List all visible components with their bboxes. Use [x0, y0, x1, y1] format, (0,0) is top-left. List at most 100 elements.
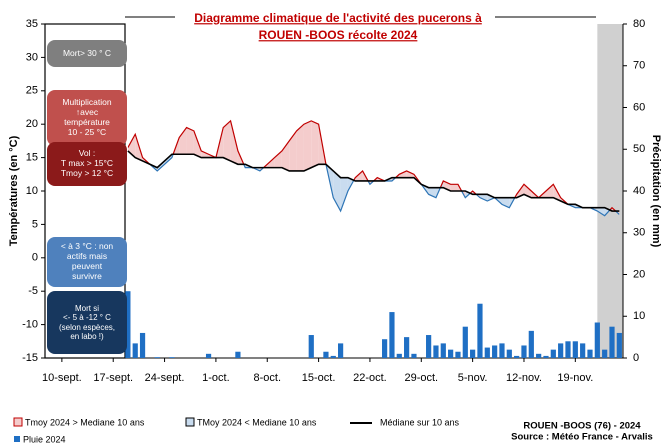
annotation: Mort si <- 5 à -12 ° C (selon espèces, e…	[47, 291, 127, 354]
deviation-fill	[406, 170, 414, 178]
y-tick-label: 15	[26, 152, 38, 164]
rain-bar	[484, 347, 490, 358]
rain-bar	[528, 330, 534, 358]
deviation-fill	[223, 120, 231, 161]
legend-swatch	[14, 436, 20, 442]
legend-label: Tmoy 2024 > Mediane 10 ans	[25, 417, 145, 427]
legend-label: Médiane sur 10 ans	[380, 417, 460, 427]
legend-swatch	[13, 417, 23, 427]
y-tick-label: 30	[26, 51, 38, 63]
rain-bar	[580, 343, 586, 358]
chart-title: ROUEN -BOOS récolte 2024	[259, 28, 418, 42]
rain-bar	[323, 351, 329, 358]
y-tick-label: 35	[26, 18, 38, 30]
rain-bar	[139, 332, 146, 358]
source: ROUEN -BOOS (76) - 2024	[523, 421, 641, 432]
y-tick-label: 20	[26, 118, 38, 130]
annotation: Vol : T max > 15°C Tmoy > 12 °C	[47, 142, 127, 186]
y2-tick-label: 30	[633, 227, 645, 239]
x-tick-label: 5-nov.	[458, 372, 488, 384]
rain-bar	[521, 345, 527, 358]
deviation-fill	[274, 150, 282, 168]
deviation-fill	[340, 177, 348, 212]
y-tick-label: -5	[28, 285, 38, 297]
rain-bar	[616, 332, 622, 358]
rain-bar	[154, 357, 160, 358]
rain-bar	[514, 355, 520, 358]
rain-bar	[205, 353, 212, 358]
rain-bar	[404, 337, 410, 358]
y-tick-label: 5	[32, 218, 38, 230]
y2-tick-label: 0	[633, 352, 639, 364]
rain-bar	[426, 335, 432, 358]
deviation-fill	[597, 207, 605, 216]
rain-bar	[594, 322, 600, 358]
rain-bar	[477, 303, 483, 358]
chart-title: Diagramme climatique de l'activité des p…	[194, 11, 482, 25]
y2-axis-title: Précipitation (en mm)	[650, 135, 662, 248]
legend-label: Pluie 2024	[23, 434, 66, 444]
rain-bar	[382, 339, 388, 358]
rain-bar	[565, 341, 571, 358]
y-tick-label: -10	[22, 319, 38, 331]
rain-bar	[536, 353, 542, 358]
rain-bar	[550, 349, 556, 358]
rain-bar	[587, 349, 593, 358]
rain-bar	[558, 343, 564, 358]
tmoy-line	[127, 150, 620, 217]
deviation-fill	[296, 124, 304, 171]
deviation-fill	[399, 170, 407, 178]
rain-bar	[330, 355, 336, 358]
y-tick-label: 0	[32, 252, 38, 264]
rain-bar	[470, 349, 476, 358]
y2-tick-label: 60	[633, 101, 645, 113]
deviation-fill	[230, 120, 238, 165]
y-tick-label: 10	[26, 185, 38, 197]
deviation-fill	[186, 127, 194, 155]
deviation-fill	[201, 150, 209, 158]
annotation: Mort> 30 ° C	[47, 40, 127, 67]
tmoy-line	[127, 119, 620, 212]
legend-swatch	[185, 417, 195, 427]
deviation-fill	[311, 120, 319, 168]
deviation-fill	[450, 184, 458, 191]
deviation-fill	[289, 130, 297, 171]
rain-bar	[609, 326, 615, 358]
rain-bar	[132, 343, 138, 358]
x-tick-label: 1-oct.	[202, 372, 230, 384]
x-tick-label: 15-oct.	[302, 372, 336, 384]
title-bg	[170, 10, 500, 46]
y-tick-label: 25	[26, 85, 38, 97]
deviation-fill	[545, 184, 554, 198]
rain-bar	[169, 357, 175, 358]
rain-bar	[506, 349, 512, 358]
shaded-region	[597, 24, 623, 358]
deviation-fill	[179, 127, 187, 155]
x-tick-label: 10-sept.	[42, 372, 82, 384]
x-tick-label: 19-nov.	[557, 372, 593, 384]
legend-label: TMoy 2024 < Mediane 10 ans	[197, 417, 317, 427]
rain-bar	[440, 343, 446, 358]
x-tick-label: 24-sept.	[145, 372, 185, 384]
y2-tick-label: 40	[633, 185, 645, 197]
rain-bar	[499, 343, 505, 358]
x-tick-label: 29-oct.	[404, 372, 438, 384]
rain-bar	[411, 353, 417, 358]
rain-bar	[433, 345, 439, 358]
deviation-fill	[303, 120, 312, 171]
y2-tick-label: 70	[633, 60, 645, 72]
rain-bar	[125, 291, 131, 358]
rain-bar	[396, 353, 402, 358]
rain-bar	[572, 341, 578, 358]
rain-bar	[235, 351, 241, 358]
rain-bar	[338, 343, 344, 358]
rain-bar	[448, 349, 454, 358]
annotation: Multiplication ↑avec température 10 - 25…	[47, 90, 127, 146]
source: Source : Météo France - Arvalis	[511, 432, 653, 443]
y2-tick-label: 50	[633, 143, 645, 155]
deviation-fill	[355, 170, 363, 181]
x-tick-label: 12-nov.	[506, 372, 542, 384]
x-tick-label: 22-oct.	[353, 372, 387, 384]
